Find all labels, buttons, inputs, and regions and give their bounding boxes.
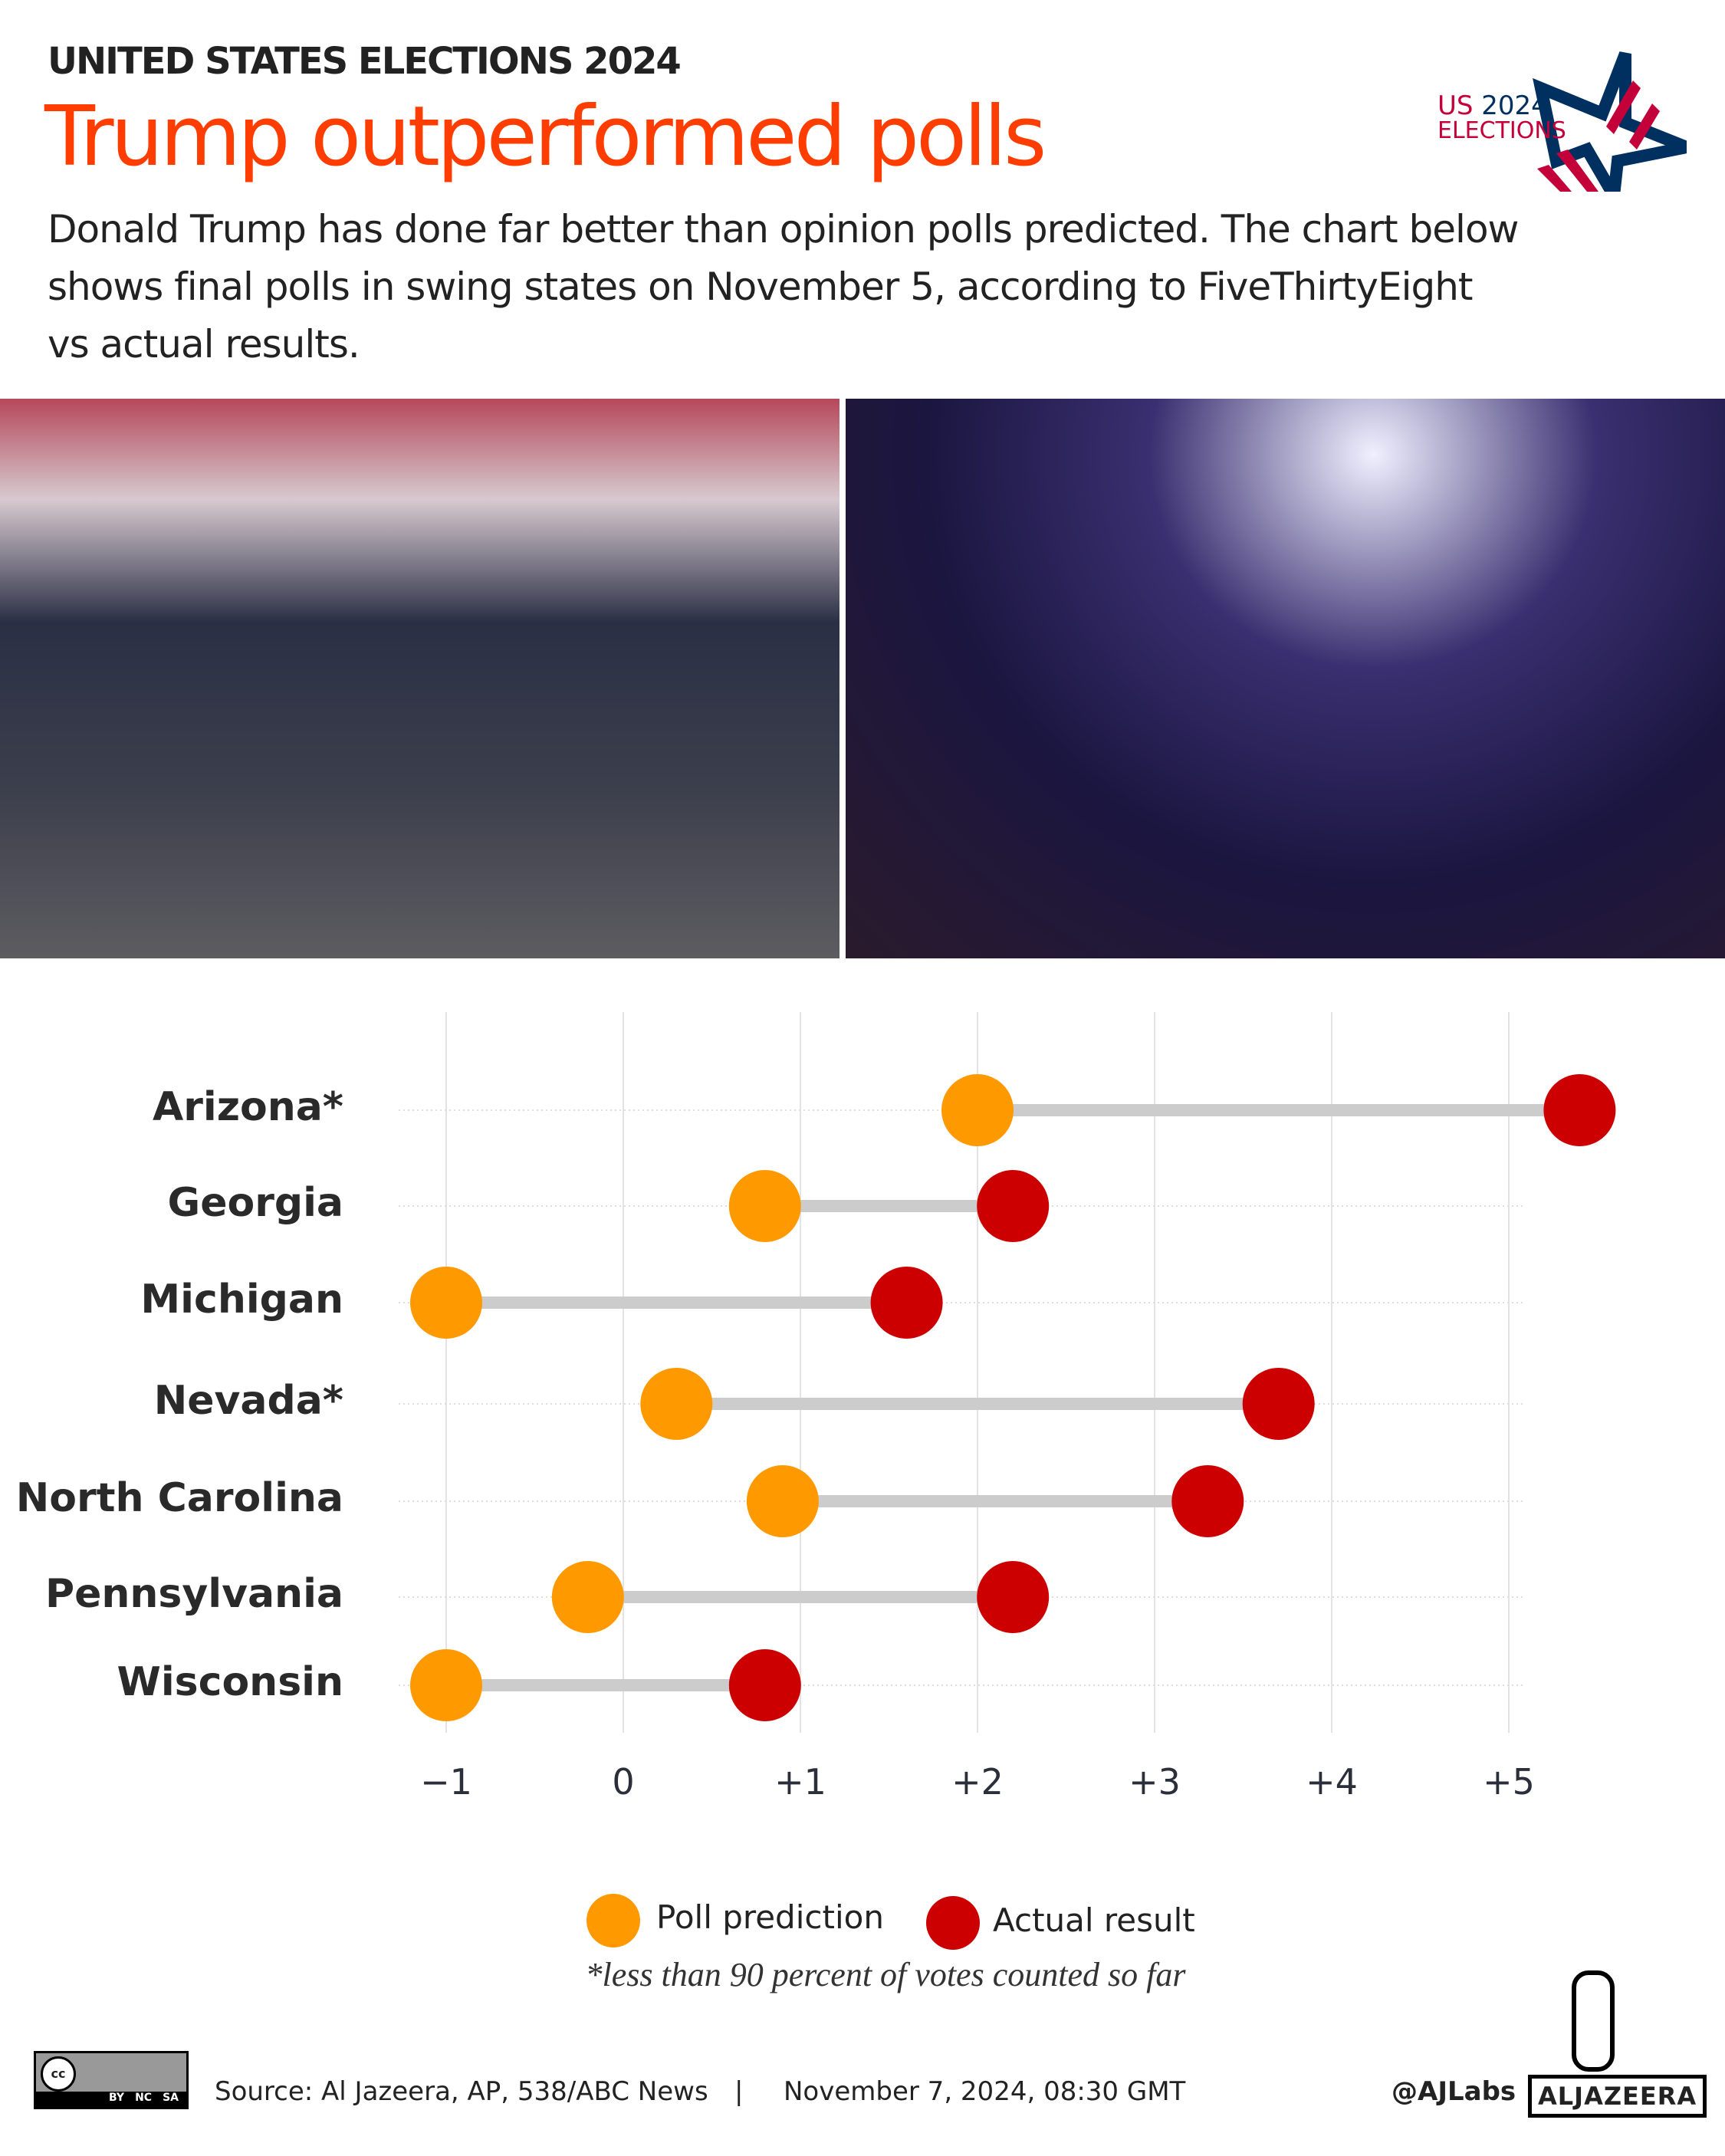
footnote: *less than 90 percent of votes counted s… (585, 1956, 1186, 1993)
legend-poll-label: Poll prediction (656, 1898, 884, 1936)
x-tick-label: +4 (1306, 1761, 1358, 1803)
license-sa: SA (163, 2092, 179, 2104)
license-nc: NC (135, 2092, 153, 2104)
dumbbell-chart: −1 0 +1 +2 +3 +4 +5 (399, 1012, 1616, 1803)
x-tick-label: −1 (420, 1761, 472, 1803)
state-label: Nevada* (153, 1378, 343, 1424)
x-tick-label: +5 (1483, 1761, 1535, 1803)
us-2024-elections-logo (1533, 51, 1687, 192)
source: Source: Al Jazeera, AP, 538/ABC News (215, 2076, 708, 2107)
actual-dot (1543, 1074, 1616, 1146)
logo-year: 2024 (1481, 90, 1548, 121)
state-label: North Carolina (15, 1475, 343, 1521)
poll-dot (410, 1267, 482, 1339)
x-tick-label: +1 (774, 1761, 826, 1803)
photo-crowd (846, 399, 1725, 958)
actual-dot (728, 1649, 801, 1721)
separator: | (734, 2076, 744, 2107)
actual-dot (977, 1561, 1050, 1633)
actual-dot (870, 1267, 943, 1339)
cc-icon: cc (41, 2056, 76, 2092)
state-label: Pennsylvania (44, 1571, 343, 1617)
aljazeera-logo: ALJAZEERA (1528, 2075, 1707, 2118)
x-tick-label: +3 (1129, 1761, 1181, 1803)
logo-elections: ELECTIONS (1438, 117, 1566, 144)
poll-dot (551, 1561, 624, 1633)
poll-dot (941, 1074, 1014, 1146)
state-label: Georgia (167, 1180, 343, 1226)
legend-actual-swatch (926, 1896, 980, 1950)
actual-dot (1171, 1465, 1244, 1537)
subtitle: Donald Trump has done far better than op… (48, 207, 1519, 366)
legend-poll-swatch (586, 1894, 640, 1947)
poll-dot (728, 1170, 801, 1242)
state-label: Michigan (140, 1277, 343, 1323)
handle: @AJLabs (1392, 2076, 1516, 2107)
kicker: UNITED STATES ELECTIONS 2024 (48, 40, 682, 83)
actual-dot (977, 1170, 1050, 1242)
date: November 7, 2024, 08:30 GMT (784, 2076, 1186, 2107)
x-tick-label: 0 (612, 1761, 634, 1803)
logo-us: US (1438, 90, 1474, 121)
actual-dot (1242, 1368, 1315, 1440)
license-by: BY (109, 2092, 125, 2104)
poll-dot (746, 1465, 819, 1537)
creative-commons-badge: BY NC SA cc (34, 2051, 189, 2109)
poll-dot (640, 1368, 713, 1440)
aljazeera-calligraphy-icon (1572, 1970, 1615, 2072)
poll-dot (410, 1649, 482, 1721)
page-title: Trump outperformed polls (44, 89, 1046, 185)
x-tick-label: +2 (951, 1761, 1004, 1803)
photo-trump-stage (0, 399, 840, 958)
state-label: Wisconsin (117, 1659, 344, 1705)
state-label: Arizona* (152, 1084, 343, 1130)
legend-actual-label: Actual result (993, 1901, 1195, 1939)
logo-text: US 2024 (1438, 90, 1548, 121)
